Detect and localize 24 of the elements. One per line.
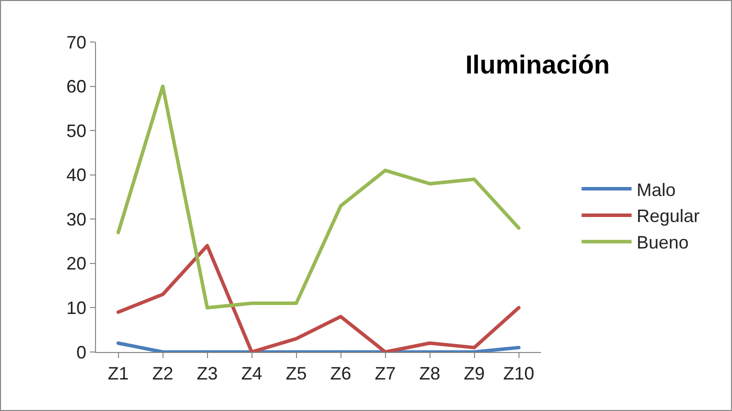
y-tick-label: 20 (66, 254, 86, 274)
y-tick-label: 50 (66, 120, 86, 141)
line-series (116, 244, 520, 352)
line-series (116, 84, 520, 310)
y-tick-label: 30 (66, 209, 86, 230)
chart-title: Iluminación (465, 49, 610, 80)
x-tick-label: Z8 (419, 364, 440, 384)
x-tick-label: Z9 (464, 364, 485, 384)
y-tick-label: 70 (66, 32, 86, 52)
y-tick-label: 60 (66, 76, 86, 97)
x-tick-label: Z1 (108, 364, 129, 384)
x-tick-label: Z4 (241, 364, 262, 384)
y-tick-label: 10 (66, 298, 86, 318)
x-tick-label: Z5 (286, 364, 307, 384)
y-tick-label: 0 (76, 342, 86, 362)
x-tick-label: Z3 (196, 364, 218, 384)
legend-label: Bueno (636, 232, 689, 253)
legend-label: Malo (636, 180, 676, 200)
x-tick-label: Z7 (374, 364, 396, 384)
x-tick-label: Z6 (330, 364, 352, 384)
x-tick-label: Z10 (503, 364, 534, 384)
x-tick-label: Z2 (152, 364, 174, 384)
y-tick-label: 40 (66, 165, 86, 186)
legend-label: Regular (636, 206, 700, 226)
